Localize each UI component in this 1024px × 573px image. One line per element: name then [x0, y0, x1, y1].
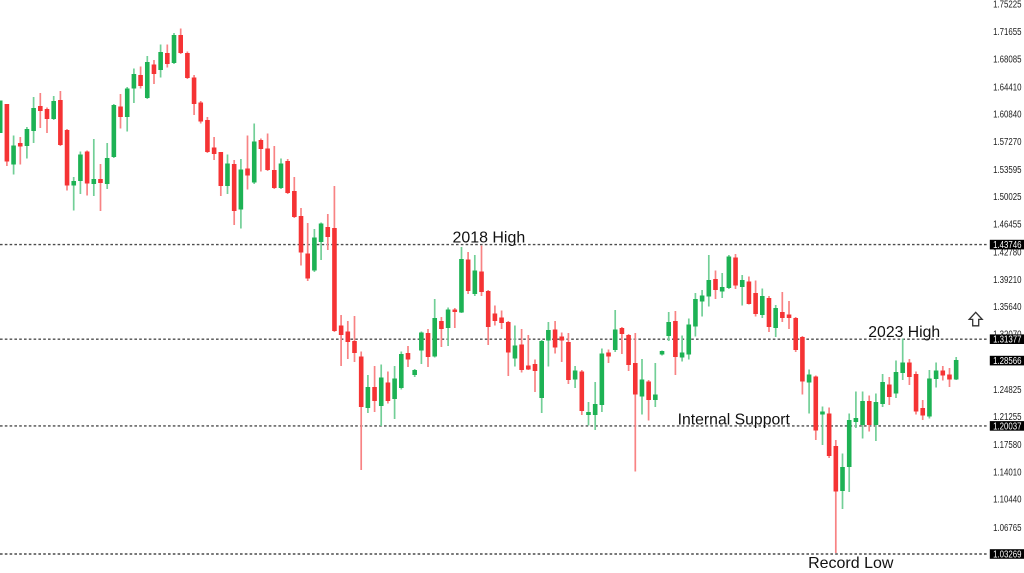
svg-text:1.28566: 1.28566 [993, 356, 1022, 367]
svg-text:1.10440: 1.10440 [993, 495, 1022, 506]
svg-text:1.43746: 1.43746 [993, 240, 1022, 251]
svg-text:1.53595: 1.53595 [993, 165, 1022, 176]
svg-text:Internal Support: Internal Support [678, 412, 791, 429]
svg-text:1.03269: 1.03269 [993, 550, 1022, 561]
svg-text:Record Low: Record Low [808, 555, 894, 572]
svg-text:1.31377: 1.31377 [993, 335, 1022, 346]
svg-text:1.68085: 1.68085 [993, 54, 1022, 65]
svg-text:1.24825: 1.24825 [993, 385, 1022, 396]
svg-text:1.39210: 1.39210 [993, 275, 1022, 286]
svg-text:1.57270: 1.57270 [993, 137, 1022, 148]
svg-text:1.21255: 1.21255 [993, 412, 1022, 423]
svg-text:1.64410: 1.64410 [993, 82, 1022, 93]
svg-text:1.75225: 1.75225 [993, 0, 1022, 11]
svg-text:1.14010: 1.14010 [993, 467, 1022, 478]
svg-text:2023 High: 2023 High [868, 324, 940, 341]
svg-text:1.42780: 1.42780 [993, 248, 1022, 259]
svg-text:1.60840: 1.60840 [993, 110, 1022, 121]
svg-text:1.06765: 1.06765 [993, 523, 1022, 534]
svg-text:1.71655: 1.71655 [993, 27, 1022, 38]
svg-text:1.17580: 1.17580 [993, 440, 1022, 451]
svg-text:1.20037: 1.20037 [993, 421, 1022, 432]
svg-text:1.46455: 1.46455 [993, 220, 1022, 231]
svg-text:1.35640: 1.35640 [993, 302, 1022, 313]
svg-text:2018 High: 2018 High [453, 230, 526, 247]
svg-text:1.50025: 1.50025 [993, 192, 1022, 203]
